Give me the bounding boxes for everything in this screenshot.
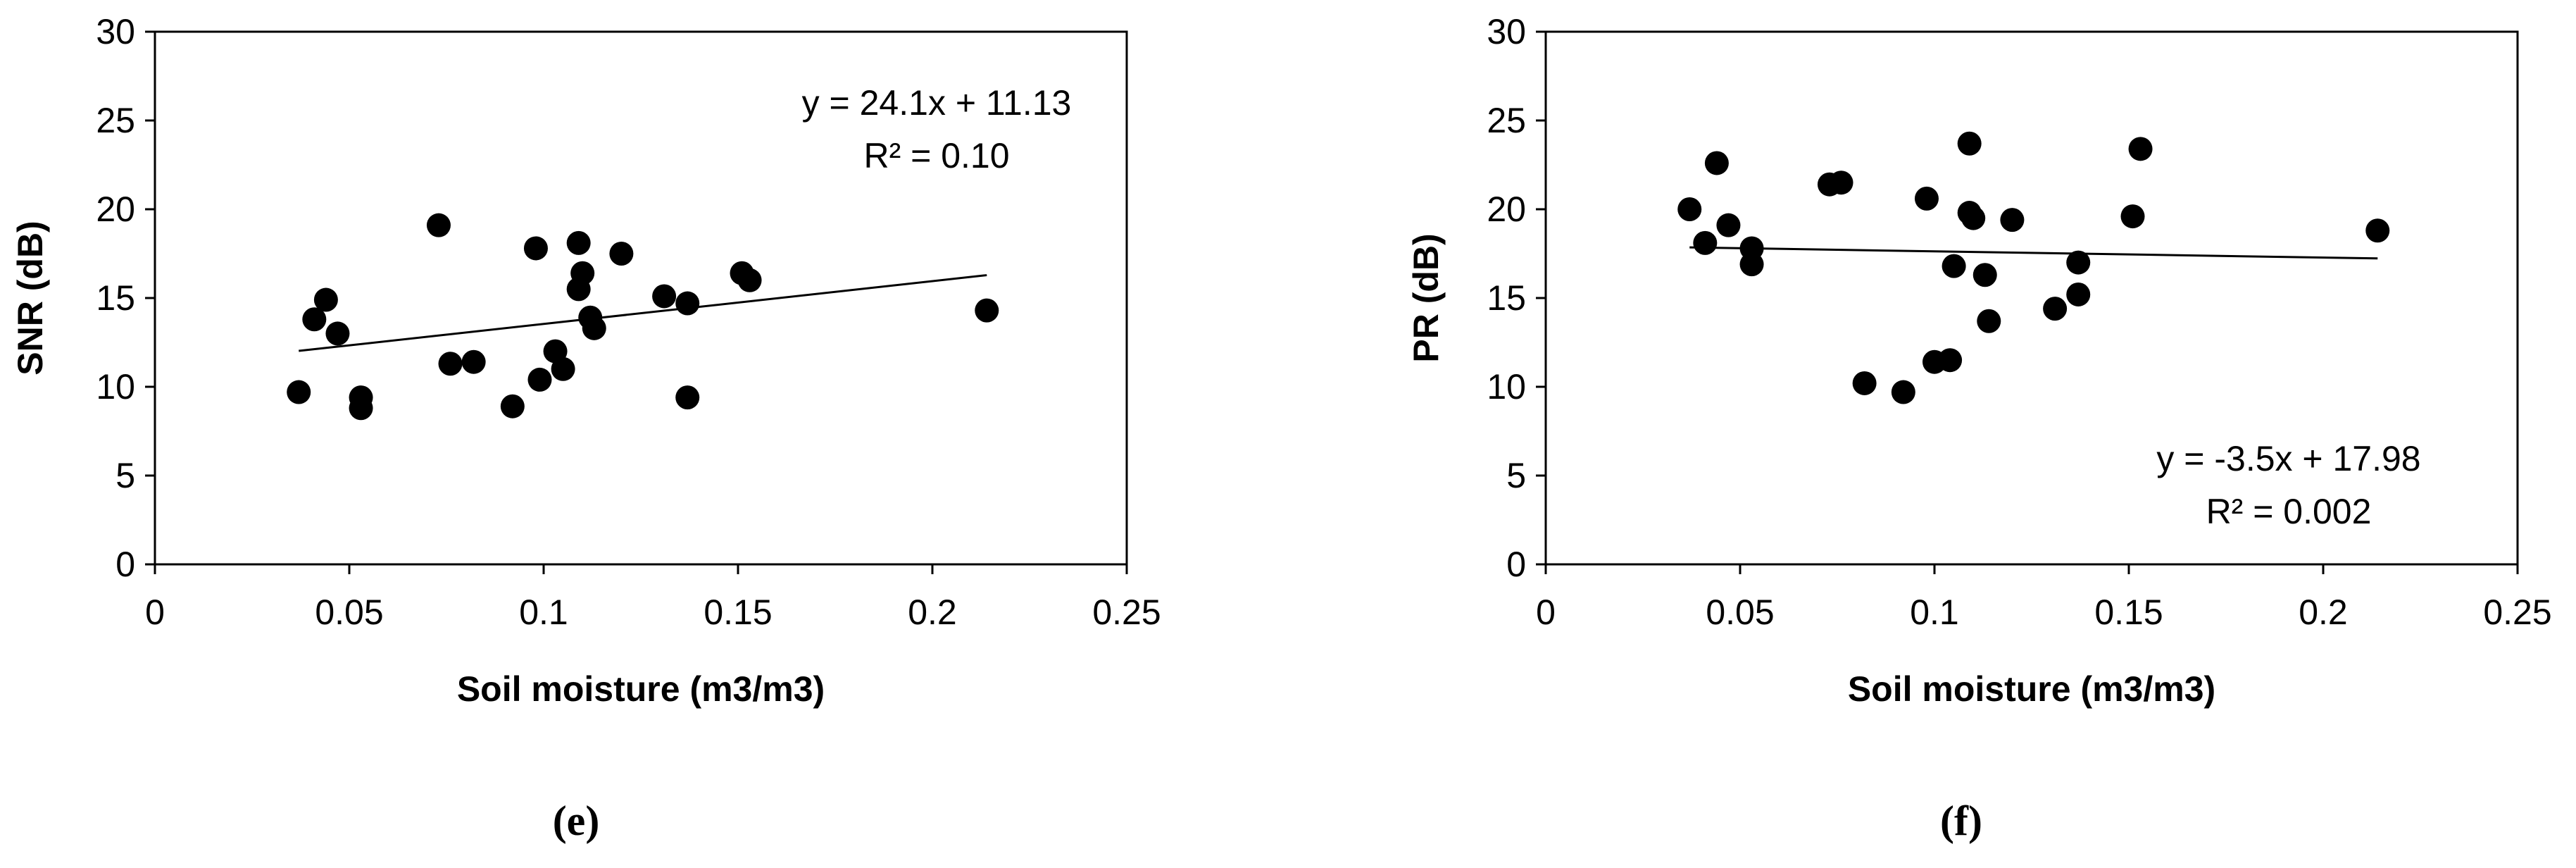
- data-point: [675, 291, 700, 316]
- data-point: [1739, 252, 1764, 277]
- x-ticks-e: 0 0.05 0.1 0.15 0.2 0.25: [145, 564, 1161, 632]
- data-point: [652, 284, 677, 309]
- x-tick-label: 0.25: [2483, 593, 2551, 632]
- y-tick-label: 25: [96, 101, 135, 140]
- y-tick-label: 15: [1487, 278, 1526, 318]
- data-point: [313, 287, 338, 312]
- data-point: [1957, 131, 1982, 156]
- data-point: [2066, 282, 2091, 306]
- data-point: [438, 352, 463, 376]
- data-point: [1938, 348, 1963, 373]
- y-axis-title-e: SNR (dB): [11, 221, 50, 375]
- y-tick-label: 0: [115, 545, 135, 584]
- data-point: [1677, 197, 1702, 221]
- data-point: [325, 321, 350, 346]
- data-point: [426, 213, 451, 237]
- x-tick-label: 0.25: [1092, 593, 1161, 632]
- x-tick-label: 0.15: [2094, 593, 2163, 632]
- y-tick-label: 30: [96, 12, 135, 51]
- y-ticks-e: 0 5 10 15 20 25 30: [96, 12, 155, 584]
- equation-f: y = -3.5x + 17.98: [2156, 439, 2420, 478]
- data-point: [737, 268, 762, 292]
- y-tick-label: 15: [96, 278, 135, 318]
- trendline-f: [1689, 246, 2378, 260]
- equation-e: y = 24.1x + 11.13: [802, 83, 1072, 123]
- data-point: [551, 356, 575, 381]
- x-tick-label: 0: [145, 593, 165, 632]
- data-point: [609, 242, 634, 266]
- data-point: [675, 385, 700, 410]
- data-point: [2128, 137, 2153, 161]
- y-tick-label: 5: [115, 456, 135, 495]
- data-point: [1977, 309, 2001, 333]
- y-tick-label: 0: [1506, 545, 1526, 584]
- data-point: [1891, 380, 1915, 404]
- data-point: [570, 261, 595, 285]
- r-squared-e: R² = 0.10: [863, 136, 1009, 175]
- plot-area-f: [1544, 30, 2519, 566]
- data-point: [582, 316, 606, 340]
- data-point: [1716, 213, 1741, 237]
- points-e: [287, 213, 999, 421]
- y-tick-label: 10: [1487, 367, 1526, 407]
- y-axis-title-f: PR (dB): [1406, 233, 1446, 362]
- data-point: [302, 307, 327, 332]
- trendline-e: [299, 274, 987, 352]
- data-point: [1704, 151, 1729, 175]
- data-point: [1942, 254, 1966, 278]
- data-point: [566, 230, 591, 255]
- y-tick-label: 20: [96, 190, 135, 229]
- x-tick-label: 0.2: [908, 593, 957, 632]
- x-axis-title-e: Soil moisture (m3/m3): [457, 669, 825, 709]
- x-tick-label: 0.1: [1910, 593, 1959, 632]
- data-point: [1829, 170, 1853, 195]
- data-point: [2120, 204, 2145, 229]
- data-point: [523, 236, 548, 261]
- data-point: [1914, 186, 1939, 211]
- data-point: [975, 298, 999, 323]
- data-point: [527, 367, 552, 392]
- x-tick-label: 0.05: [315, 593, 383, 632]
- data-point: [2000, 208, 2025, 232]
- data-point: [2043, 297, 2068, 321]
- r-squared-f: R² = 0.002: [2206, 492, 2372, 531]
- data-point: [1961, 206, 1986, 230]
- y-tick-label: 10: [96, 367, 135, 407]
- y-tick-label: 20: [1487, 190, 1526, 229]
- data-point: [500, 394, 525, 418]
- panel-f: 0 5 10 15 20 25 30 0 0.05 0.1 0.15 0.2 0.25 y = -3.…: [1406, 12, 2552, 844]
- data-point: [461, 349, 486, 374]
- data-point: [2365, 218, 2390, 243]
- x-tick-label: 0.1: [519, 593, 568, 632]
- data-point: [349, 396, 373, 421]
- x-ticks-f: 0 0.05 0.1 0.15 0.2 0.25: [1536, 564, 2552, 632]
- data-point: [287, 380, 311, 404]
- x-axis-title-f: Soil moisture (m3/m3): [1848, 669, 2215, 709]
- data-point: [1852, 371, 1877, 395]
- data-point: [1972, 263, 1997, 287]
- points-f: [1677, 131, 2390, 404]
- x-tick-label: 0.2: [2299, 593, 2348, 632]
- data-point: [1693, 230, 1718, 255]
- x-tick-label: 0.15: [704, 593, 772, 632]
- panel-label-f: (f): [1940, 798, 1982, 844]
- panel-label-e: (e): [553, 798, 600, 844]
- data-point: [2066, 250, 2091, 275]
- panel-e: 0 5 10 15 20 25 30 0 0.05 0.1 0.15 0.2 0.25 y = 24.…: [11, 12, 1161, 844]
- y-ticks-f: 0 5 10 15 20 25 30: [1487, 12, 1546, 584]
- x-tick-label: 0: [1536, 593, 1556, 632]
- y-tick-label: 30: [1487, 12, 1526, 51]
- y-tick-label: 25: [1487, 101, 1526, 140]
- y-tick-label: 5: [1506, 456, 1526, 495]
- x-tick-label: 0.05: [1706, 593, 1774, 632]
